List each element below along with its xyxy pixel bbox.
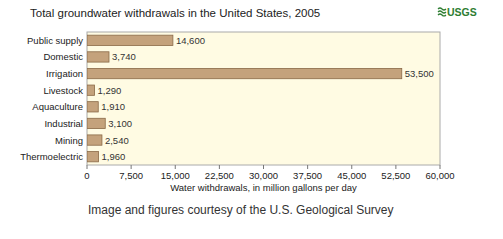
bars bbox=[87, 35, 402, 162]
tick-label: 30,000 bbox=[249, 170, 278, 181]
tick-mark bbox=[351, 165, 352, 169]
category-label: Thermoelectric bbox=[20, 151, 83, 162]
tick-label: 22,500 bbox=[205, 170, 234, 181]
data-label: 1,960 bbox=[102, 151, 126, 162]
logo-wave bbox=[438, 14, 446, 16]
data-label: 3,740 bbox=[112, 51, 136, 62]
tick-mark bbox=[263, 165, 264, 169]
tick-mark bbox=[87, 165, 88, 169]
plot-area bbox=[87, 32, 440, 165]
bar bbox=[87, 152, 99, 162]
tick-mark bbox=[219, 165, 220, 169]
category-label: Livestock bbox=[43, 85, 83, 96]
tick-label: 52,500 bbox=[381, 170, 410, 181]
logo: USGS bbox=[438, 6, 477, 18]
title: Total groundwater withdrawals in the Uni… bbox=[30, 7, 320, 19]
tick-mark bbox=[307, 165, 308, 169]
axis-label: Water withdrawals, in million gallons pe… bbox=[170, 182, 357, 193]
bar bbox=[87, 52, 109, 62]
labels: 14,600 3,740 53,500 1,290 1,910 3,100 2,540 1,9… bbox=[98, 35, 434, 162]
caption: Image and figures courtesy of the U.S. G… bbox=[88, 203, 394, 217]
category-label: Domestic bbox=[43, 51, 83, 62]
tick-label: 60,000 bbox=[425, 170, 454, 181]
bar bbox=[87, 85, 95, 95]
data-label: 53,500 bbox=[405, 68, 434, 79]
data-label: 2,540 bbox=[105, 135, 129, 146]
category-label: Mining bbox=[55, 135, 83, 146]
bar bbox=[87, 135, 102, 145]
category-label: Irrigation bbox=[46, 68, 83, 79]
data-label: 1,290 bbox=[98, 85, 122, 96]
logo-text: USGS bbox=[447, 6, 477, 18]
tick-label: 0 bbox=[84, 170, 89, 181]
category-label: Public supply bbox=[27, 35, 83, 46]
tick-mark bbox=[175, 165, 176, 169]
tick-label: 7,500 bbox=[119, 170, 143, 181]
tick-label: 37,500 bbox=[293, 170, 322, 181]
tick-mark bbox=[440, 165, 441, 169]
bar bbox=[87, 118, 105, 128]
logo-wave bbox=[438, 8, 446, 10]
data-label: 14,600 bbox=[176, 35, 205, 46]
category-label: Industrial bbox=[44, 118, 83, 129]
category-label: Aquaculture bbox=[32, 101, 83, 112]
data-label: 1,910 bbox=[101, 101, 125, 112]
bar bbox=[87, 68, 402, 78]
data-label: 3,100 bbox=[108, 118, 132, 129]
logo-wave bbox=[438, 11, 446, 13]
page: {"chart_data": { "type": "bar", "orienta… bbox=[0, 0, 503, 239]
tick-mark bbox=[131, 165, 132, 169]
tick-label: 45,000 bbox=[337, 170, 366, 181]
bar bbox=[87, 35, 173, 45]
tick-mark bbox=[395, 165, 396, 169]
tick-label: 15,000 bbox=[161, 170, 190, 181]
bar bbox=[87, 102, 98, 112]
chart: Total groundwater withdrawals in the Uni… bbox=[0, 0, 503, 239]
